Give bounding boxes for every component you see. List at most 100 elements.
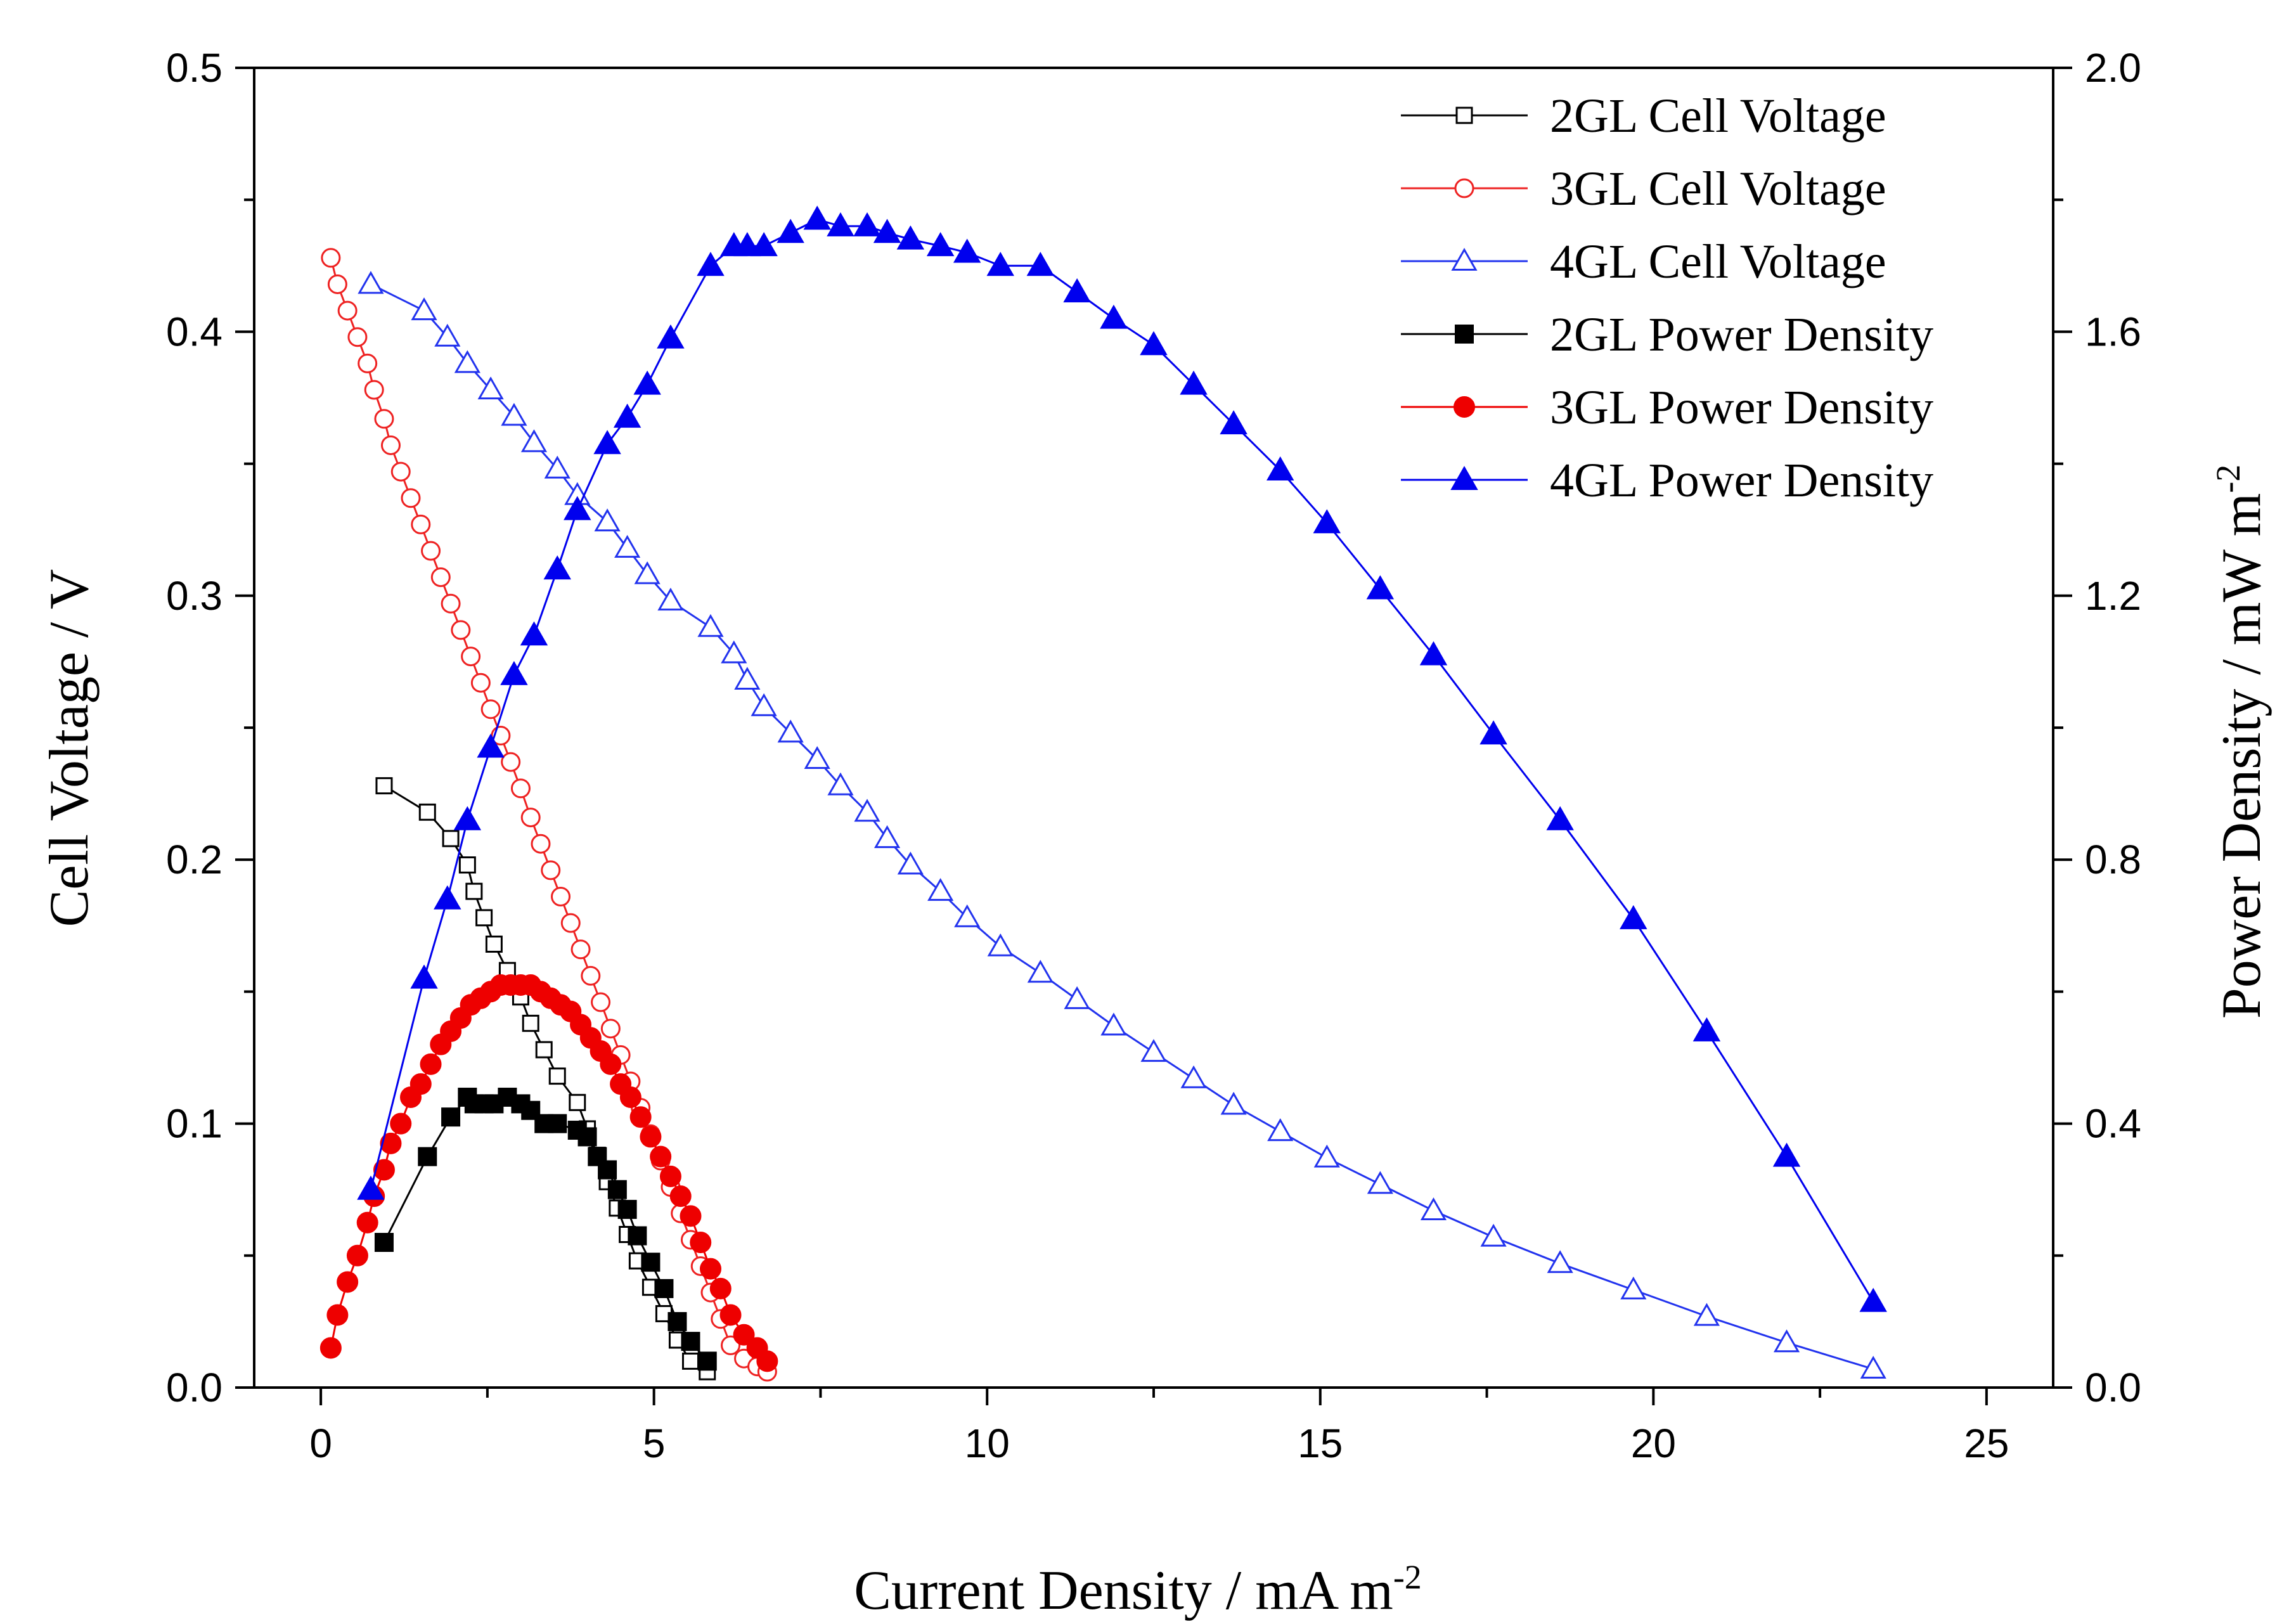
legend-label: 2GL Cell Voltage [1550, 89, 1886, 143]
data-point [681, 1352, 699, 1370]
data-point [569, 1093, 586, 1111]
data-point [356, 1211, 378, 1234]
data-point [1026, 252, 1055, 276]
data-point [548, 1067, 566, 1085]
data-point [520, 621, 548, 646]
data-point [570, 939, 591, 960]
data-point [873, 825, 901, 848]
series-line [370, 283, 1874, 1370]
data-point [461, 647, 481, 667]
data-point [420, 1053, 442, 1075]
data-point [1180, 370, 1208, 395]
data-point [927, 878, 954, 901]
y-left-tick-label: 0.0 [166, 1365, 222, 1410]
data-point [690, 1231, 712, 1253]
data-point [374, 409, 394, 429]
series-3gl-cell-voltage [321, 248, 777, 1382]
data-point [480, 699, 501, 719]
data-point [777, 219, 804, 243]
data-point [1180, 1065, 1207, 1088]
data-point [531, 834, 551, 854]
data-point [600, 1053, 622, 1075]
y-right-tick-label: 1.2 [2085, 573, 2141, 619]
data-point [641, 1253, 661, 1272]
series-line [370, 218, 1874, 1303]
data-point [633, 370, 661, 395]
data-point [409, 1073, 432, 1095]
data-point [1063, 278, 1091, 302]
legend-label: 2GL Power Density [1550, 308, 1933, 361]
x-tick-label: 10 [965, 1421, 1010, 1466]
data-point [669, 1185, 692, 1208]
data-point [451, 620, 471, 640]
data-point [421, 541, 441, 561]
data-point [1547, 1250, 1573, 1273]
data-point [522, 1014, 539, 1032]
data-point [401, 488, 421, 508]
data-point [619, 1086, 641, 1108]
series-4gl-cell-voltage [358, 271, 1886, 1379]
data-point [375, 777, 393, 795]
x-tick-label: 0 [309, 1421, 332, 1466]
data-point [897, 851, 924, 875]
series-2gl-power-density [374, 1087, 717, 1371]
legend-item: 3GL Cell Voltage [1401, 162, 1886, 216]
data-point [380, 435, 401, 455]
data-point [1140, 1039, 1167, 1062]
data-point [734, 667, 761, 690]
y-right-tick-label: 0.0 [2085, 1365, 2141, 1410]
data-point [1859, 1287, 1887, 1312]
y-axis-right: 0.0 0.4 0.8 1.2 1.6 2.0 [2053, 45, 2141, 1410]
data-point [593, 430, 621, 454]
data-point [544, 455, 570, 479]
data-point [520, 808, 541, 828]
data-point [1266, 456, 1294, 481]
data-point [326, 1304, 349, 1326]
data-point [1860, 1355, 1886, 1379]
y-left-tick-label: 0.2 [166, 837, 222, 882]
data-point [654, 1279, 674, 1298]
data-point [804, 745, 830, 769]
data-point [1480, 1223, 1507, 1247]
data-point [733, 1324, 755, 1346]
y-right-tick-label: 1.6 [2085, 309, 2141, 354]
data-point [374, 1232, 394, 1252]
y-axis-left: 0.0 0.1 0.2 0.3 0.4 0.5 [166, 45, 254, 1410]
data-point [521, 1100, 541, 1120]
data-point [650, 1145, 672, 1168]
data-point [954, 904, 981, 927]
legend: 2GL Cell Voltage 3GL Cell Voltage 4GL Cell… [1401, 89, 1933, 507]
data-point [721, 1335, 741, 1355]
legend-marker [1451, 247, 1478, 271]
legend-marker [1454, 178, 1474, 198]
data-point [551, 886, 571, 906]
data-point [411, 297, 437, 321]
data-point [680, 1205, 702, 1227]
data-point [430, 567, 451, 588]
data-point [750, 232, 778, 257]
legend-item: 4GL Cell Voltage [1401, 235, 1886, 288]
data-point [564, 496, 591, 520]
y-left-tick-label: 0.5 [166, 45, 222, 91]
data-point [477, 733, 505, 758]
data-point [1140, 331, 1168, 356]
data-point [337, 300, 358, 321]
y-axis-right-title: Power Density / mW m-2 [2209, 465, 2272, 1019]
data-point [357, 1175, 385, 1200]
data-point [926, 232, 955, 257]
y-left-tick-label: 0.1 [166, 1101, 222, 1147]
data-point [629, 1106, 652, 1128]
data-point [986, 252, 1014, 276]
series-3gl-power-density [319, 974, 778, 1372]
y-right-tick-label: 0.4 [2085, 1101, 2141, 1147]
data-point [659, 1165, 681, 1187]
x-tick-label: 20 [1631, 1421, 1676, 1466]
data-point [501, 752, 521, 772]
data-point [634, 561, 661, 584]
data-point [1367, 1171, 1393, 1194]
data-point [1773, 1329, 1800, 1353]
data-point [454, 350, 480, 373]
data-point [560, 913, 581, 933]
data-point [873, 219, 901, 243]
